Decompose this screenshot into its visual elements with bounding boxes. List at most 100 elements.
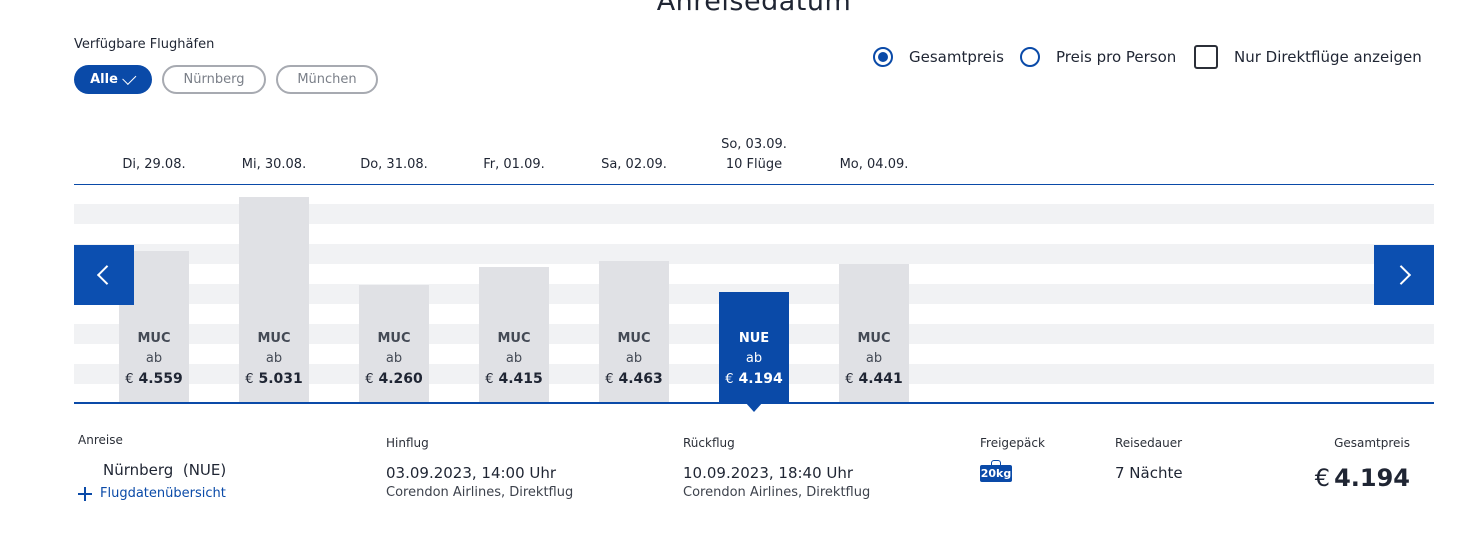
next-dates-button[interactable] [1374,245,1434,305]
price-bar[interactable]: NUE ab €4.194 [719,292,789,412]
airport-code: MUC [377,330,411,346]
radio-dot-icon [878,52,888,62]
per-person-radio[interactable] [1020,47,1040,67]
chevron-right-icon [1391,265,1412,285]
currency-symbol: € [245,372,254,387]
airport-code: MUC [497,330,531,346]
flight-overview-label: Flugdatenübersicht [100,486,226,501]
currency-symbol: € [365,371,374,387]
from-label: ab [265,351,283,366]
bar-label: MUC ab €4.415 [479,329,549,390]
currency-symbol: € [485,371,494,387]
flight-count: 10 Flüge [725,157,783,172]
previous-dates-button[interactable] [74,245,134,305]
from-label: ab [145,350,163,366]
price-amount: 4.415 [498,370,543,387]
page-title: Anreisedatum [656,0,852,17]
currency-symbol: € [845,371,854,387]
currency-symbol: € [725,372,734,387]
duration-value: 7 Nächte [1115,464,1183,482]
outbound-datetime: 03.09.2023, 14:00 Uhr [386,464,557,482]
from-label: ab [625,350,643,366]
date-text: Mo, 04.09. [839,157,909,172]
price-amount: 4.194 [738,371,783,387]
flight-overview-link[interactable]: Flugdatenübersicht [78,486,226,501]
total-price-radio[interactable] [873,47,893,67]
return-airline: Corendon Airlines, Direktflug [683,485,871,500]
duration-label: Reisedauer [1115,436,1183,450]
per-person-option-label: Preis pro Person [1056,48,1177,66]
airport-chip-all-label: Alle [90,72,118,87]
date-text: Do, 31.08. [360,157,428,172]
chart-bottom-divider [74,402,1434,404]
return-label: Rückflug [683,436,735,450]
outbound-airline: Corendon Airlines, Direktflug [386,485,574,500]
from-label: ab [385,350,403,366]
currency-symbol: € [125,371,134,387]
direct-flights-option-label: Nur Direktflüge anzeigen [1234,48,1422,66]
total-price-value: €4.194 [1315,464,1410,492]
baggage-label: Freigepäck [980,436,1045,450]
grid-stripe [74,244,1434,264]
bar-label: MUC ab €4.463 [599,329,669,390]
date-text: So, 03.09. [721,137,787,152]
date-text: Sa, 02.09. [601,157,667,172]
airport-chip-all[interactable]: Alle [74,65,152,94]
airport-code: NUE [738,331,770,346]
date-label: Do, 31.08. [334,155,454,175]
total-price-option[interactable]: Gesamtpreis [873,45,1004,69]
bar-price: €4.463 [599,369,669,390]
grid-stripe [74,204,1434,224]
price-amount: 5.031 [258,371,303,387]
date-text: Mi, 30.08. [241,157,307,172]
chart-top-divider [74,184,1434,185]
date-label: Mo, 04.09. [814,155,934,175]
price-bar[interactable]: MUC ab €5.031 [239,197,309,402]
price-amount: 4.559 [138,370,183,387]
per-person-option[interactable]: Preis pro Person [1020,45,1176,69]
bar-price: €4.415 [479,369,549,390]
direct-flights-checkbox[interactable] [1194,45,1218,69]
price-bar[interactable]: MUC ab €4.415 [479,266,549,402]
price-bar[interactable]: MUC ab €4.463 [599,261,669,402]
date-label: So, 03.09. 10 Flüge [694,135,814,175]
airport-code: MUC [857,330,891,346]
return-datetime: 10.09.2023, 18:40 Uhr [683,464,854,482]
bar-label: MUC ab €4.559 [119,329,189,390]
total-price-currency: € [1314,464,1331,492]
date-label: Sa, 02.09. [574,155,694,175]
check-icon [122,70,137,85]
price-bar[interactable]: MUC ab €4.260 [359,284,429,402]
airport-code: MUC [257,331,291,346]
baggage-icon: 20kg [980,460,1012,482]
bar-label: NUE ab €4.194 [719,329,789,390]
date-text: Fr, 01.09. [483,157,545,172]
price-bar[interactable]: MUC ab €4.441 [839,263,909,402]
currency-symbol: € [605,371,614,387]
price-amount: 4.463 [618,370,663,387]
airports-label: Verfügbare Flughäfen [74,37,215,52]
price-bar[interactable]: MUC ab €4.559 [119,250,189,402]
airport-chip-munich[interactable]: München [276,65,378,94]
price-amount: 4.260 [378,370,423,387]
from-label: ab [865,350,883,366]
from-label: ab [505,350,523,366]
direct-flights-option[interactable]: Nur Direktflüge anzeigen [1194,45,1422,69]
airport-chip-nuremberg[interactable]: Nürnberg [162,65,266,94]
total-price-amount: 4.194 [1334,464,1410,492]
bar-label: MUC ab €5.031 [239,329,309,390]
bar-label: MUC ab €4.441 [839,329,909,390]
price-amount: 4.441 [858,370,903,387]
date-text: Di, 29.08. [122,157,186,172]
arrival-label: Anreise [78,433,123,447]
bar-price: €4.260 [359,369,429,390]
date-label: Fr, 01.09. [454,155,574,175]
airport-code: MUC [617,330,651,346]
outbound-label: Hinflug [386,436,429,450]
bar-price: €4.194 [719,369,789,390]
bar-price: €5.031 [239,369,309,390]
bar-price: €4.559 [119,369,189,390]
date-label: Mi, 30.08. [214,155,334,175]
airport-code: MUC [137,330,171,346]
total-price-label: Gesamtpreis [1334,436,1410,450]
